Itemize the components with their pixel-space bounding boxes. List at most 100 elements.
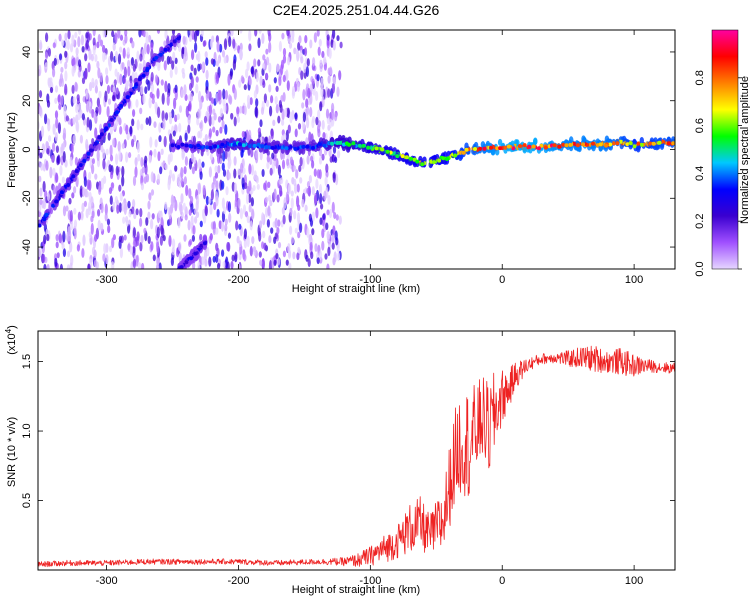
heatmap-ridge-cell xyxy=(311,145,315,150)
heatmap-noise-cell xyxy=(306,58,310,67)
heatmap-noise-cell xyxy=(225,186,229,196)
heatmap-noise-cell xyxy=(275,104,279,114)
heatmap-noise-cell xyxy=(325,163,329,173)
heatmap-noise-cell xyxy=(69,156,73,167)
heatmap-noise-cell xyxy=(208,166,212,178)
heatmap-ridge-cell xyxy=(498,146,503,151)
heatmap-noise-cell xyxy=(219,43,223,53)
heatmap-noise-cell xyxy=(299,177,303,184)
heatmap-noise-cell xyxy=(108,187,113,195)
heatmap-noise-cell xyxy=(44,113,48,125)
heatmap-noise-cell xyxy=(119,46,123,53)
heatmap-noise-cell xyxy=(70,220,74,231)
heatmap-ridge-halo xyxy=(497,138,503,146)
heatmap-ridge-cell xyxy=(400,154,405,159)
heatmap-noise-cell xyxy=(201,61,205,72)
heatmap-noise-cell xyxy=(73,186,77,194)
heatmap-noise-cell xyxy=(289,111,293,124)
heatmap-noise-cell xyxy=(311,186,315,196)
heatmap-noise-cell xyxy=(176,247,180,258)
heatmap-noise-cell xyxy=(265,48,269,55)
heatmap-noise-cell xyxy=(55,145,60,153)
heatmap-noise-cell xyxy=(294,128,298,138)
heatmap-noise-cell xyxy=(278,40,282,52)
heatmap-ridge-cell xyxy=(137,77,142,82)
heatmap-noise-cell xyxy=(208,197,212,204)
heatmap-noise-cell xyxy=(94,127,98,139)
heatmap-ridge-cell xyxy=(284,146,289,151)
heatmap-noise-cell xyxy=(323,56,327,65)
heatmap-noise-cell xyxy=(180,193,184,204)
heatmap-noise-cell xyxy=(76,121,80,133)
heatmap-noise-cell xyxy=(199,233,203,241)
heatmap-noise-cell xyxy=(38,105,43,117)
heatmap-noise-cell xyxy=(97,34,101,43)
heatmap-noise-cell xyxy=(156,87,160,100)
heatmap-noise-cell xyxy=(204,134,208,142)
heatmap-noise-cell xyxy=(111,30,115,38)
heatmap-ridge-cell xyxy=(628,141,633,146)
heatmap-noise-cell xyxy=(58,103,62,111)
heatmap-noise-cell xyxy=(100,222,104,232)
heatmap-noise-cell xyxy=(116,71,120,84)
heatmap-noise-cell xyxy=(269,105,273,117)
heatmap-noise-cell xyxy=(126,47,130,55)
heatmap-noise-cell xyxy=(234,251,238,260)
heatmap-noise-cell xyxy=(153,121,157,128)
heatmap-noise-cell xyxy=(297,231,301,239)
heatmap-ridge-cell xyxy=(184,260,189,265)
heatmap-noise-cell xyxy=(253,246,257,256)
heatmap-noise-cell xyxy=(183,234,187,242)
heatmap-noise-cell xyxy=(234,197,238,208)
heatmap-noise-cell xyxy=(324,176,328,187)
heatmap-ridge-cell xyxy=(611,141,616,146)
heatmap-noise-cell xyxy=(204,258,208,267)
heatmap-noise-cell xyxy=(281,159,286,170)
heatmap-ridge-cell xyxy=(581,142,586,147)
heatmap-noise-cell xyxy=(64,32,68,41)
heatmap-ridge-halo xyxy=(659,142,665,150)
heatmap-noise-cell xyxy=(238,240,242,248)
heatmap-noise-cell xyxy=(115,153,119,165)
heatmap-noise-cell xyxy=(288,183,292,195)
heatmap-noise-cell xyxy=(94,85,98,94)
heatmap-noise-cell xyxy=(318,184,323,196)
heatmap-ridge-halo xyxy=(284,141,289,149)
heatmap-noise-cell xyxy=(93,111,97,121)
heatmap-noise-cell xyxy=(215,180,219,191)
heatmap-noise-cell xyxy=(215,129,219,137)
heatmap-noise-cell xyxy=(156,257,160,266)
heatmap-noise-cell xyxy=(46,192,51,202)
heatmap-ridge-halo xyxy=(632,138,637,146)
heatmap-ridge-cell xyxy=(78,163,83,168)
heatmap-noise-cell xyxy=(287,242,291,253)
heatmap-noise-cell xyxy=(78,59,82,68)
heatmap-noise-cell xyxy=(121,142,125,150)
heatmap-noise-cell xyxy=(271,257,275,269)
heatmap-noise-cell xyxy=(139,53,143,62)
heatmap-noise-cell xyxy=(108,164,112,173)
heatmap-ridge-cell xyxy=(366,145,371,150)
heatmap-noise-cell xyxy=(92,44,96,56)
heatmap-noise-cell xyxy=(73,219,78,229)
heatmap-noise-cell xyxy=(164,163,168,171)
heatmap-noise-cell xyxy=(148,34,152,43)
heatmap-ridge-cell xyxy=(338,140,342,145)
heatmap-noise-cell xyxy=(209,204,213,215)
heatmap-noise-cell xyxy=(200,30,204,37)
heatmap-noise-cell xyxy=(233,156,237,166)
snr-series-line xyxy=(38,345,675,568)
heatmap-noise-cell xyxy=(103,53,108,60)
heatmap-noise-cell xyxy=(79,134,83,144)
heatmap-noise-cell xyxy=(306,227,310,238)
heatmap-ridge-cell xyxy=(636,141,641,146)
heatmap-noise-cell xyxy=(122,216,126,224)
heatmap-noise-cell xyxy=(268,62,272,73)
heatmap-noise-cell xyxy=(125,124,129,135)
heatmap-noise-cell xyxy=(293,165,297,172)
heatmap-noise-cell xyxy=(76,103,80,111)
heatmap-noise-cell xyxy=(246,61,250,72)
heatmap-ridge-cell xyxy=(237,142,242,147)
heatmap-noise-cell xyxy=(230,261,234,269)
heatmap-ridge-cell xyxy=(380,147,385,152)
